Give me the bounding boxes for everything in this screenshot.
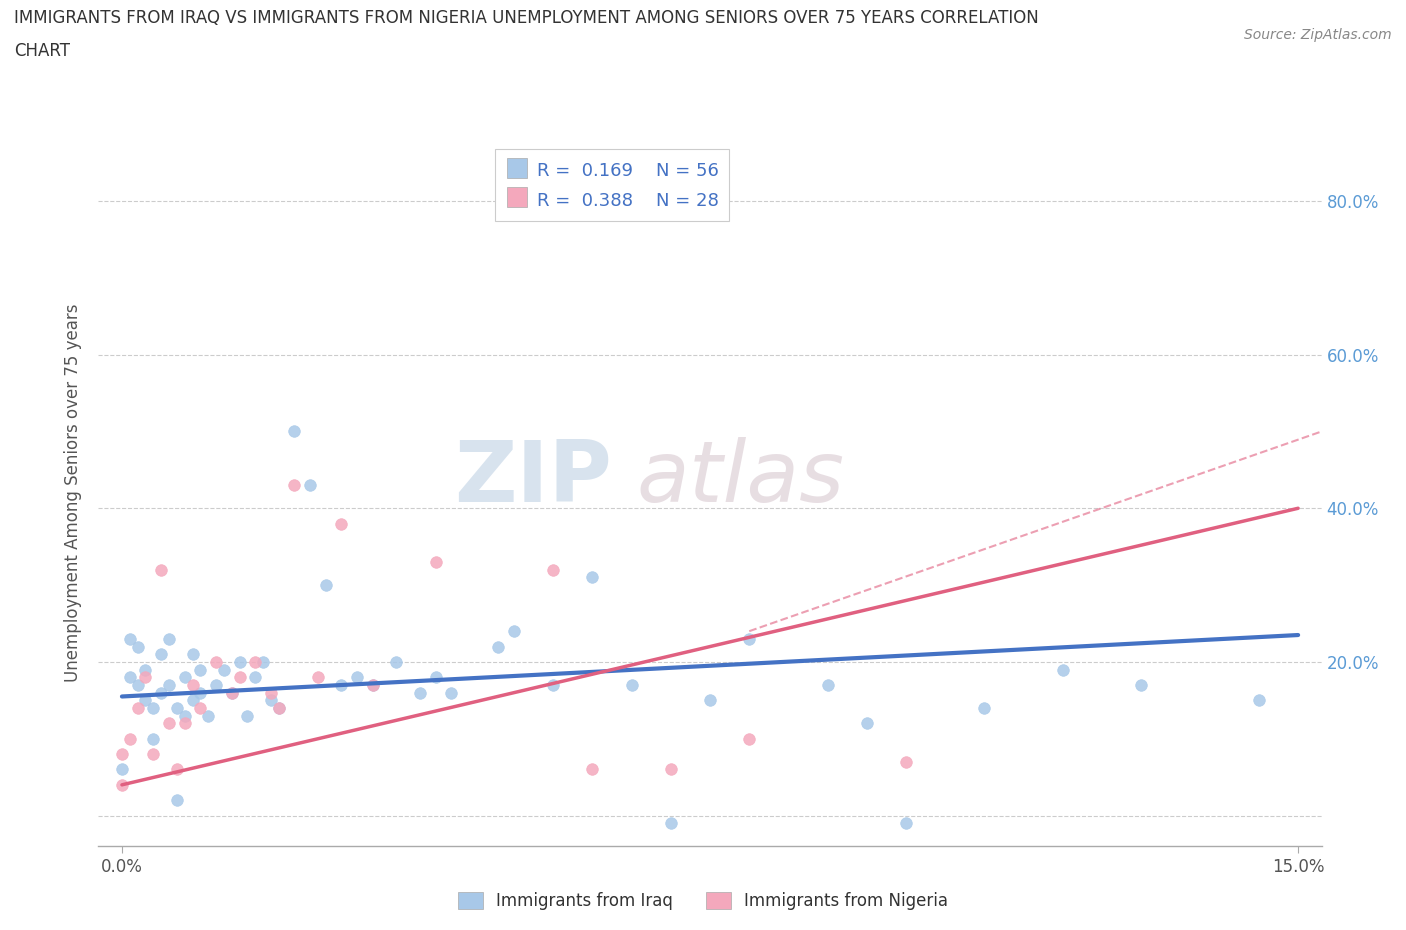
Point [361, 678, 384, 693]
Point [150, 563, 173, 578]
Point [188, 700, 212, 715]
Text: ZIP: ZIP [454, 437, 612, 520]
Point [260, 693, 283, 708]
Point [118, 670, 141, 684]
Point [228, 670, 250, 684]
Point [181, 693, 204, 708]
Point [409, 685, 432, 700]
Text: Source: ZipAtlas.com: Source: ZipAtlas.com [1244, 28, 1392, 42]
Point [440, 685, 463, 700]
Point [150, 646, 173, 661]
Point [330, 516, 353, 531]
Point [245, 655, 267, 670]
Point [267, 700, 290, 715]
Point [581, 762, 603, 777]
Point [188, 662, 212, 677]
Point [315, 578, 337, 592]
Point [486, 639, 509, 654]
Point [245, 670, 267, 684]
Point [173, 670, 195, 684]
Point [134, 693, 156, 708]
Point [346, 670, 368, 684]
Point [541, 563, 564, 578]
Text: CHART: CHART [14, 42, 70, 60]
Point [150, 685, 173, 700]
Point [134, 670, 156, 684]
Point [503, 624, 526, 639]
Point [260, 685, 283, 700]
Point [142, 731, 165, 746]
Point [127, 700, 149, 715]
Point [127, 678, 149, 693]
Point [221, 685, 243, 700]
Point [1052, 662, 1074, 677]
Point [541, 678, 564, 693]
Point [252, 655, 274, 670]
Point [173, 716, 195, 731]
Point [361, 678, 384, 693]
Point [188, 685, 212, 700]
Point [267, 700, 290, 715]
Point [299, 478, 322, 493]
Point [166, 792, 188, 807]
Point [197, 709, 219, 724]
Point [127, 639, 149, 654]
Point [699, 693, 721, 708]
Point [973, 700, 995, 715]
Y-axis label: Unemployment Among Seniors over 75 years: Unemployment Among Seniors over 75 years [65, 304, 83, 682]
Point [385, 655, 408, 670]
Point [212, 662, 235, 677]
Point [157, 716, 180, 731]
Point [118, 731, 141, 746]
Text: IMMIGRANTS FROM IRAQ VS IMMIGRANTS FROM NIGERIA UNEMPLOYMENT AMONG SENIORS OVER : IMMIGRANTS FROM IRAQ VS IMMIGRANTS FROM … [14, 9, 1039, 27]
Point [166, 700, 188, 715]
Point [221, 685, 243, 700]
Point [738, 631, 761, 646]
Point [142, 700, 165, 715]
Point [856, 716, 879, 731]
Point [157, 631, 180, 646]
Point [817, 678, 839, 693]
Point [118, 631, 141, 646]
Point [1130, 678, 1153, 693]
Legend: Immigrants from Iraq, Immigrants from Nigeria: Immigrants from Iraq, Immigrants from Ni… [451, 885, 955, 917]
Text: atlas: atlas [637, 437, 845, 520]
Point [330, 678, 353, 693]
Point [157, 678, 180, 693]
Point [425, 670, 447, 684]
Legend: R =  0.169    N = 56, R =  0.388    N = 28: R = 0.169 N = 56, R = 0.388 N = 28 [495, 149, 730, 221]
Point [181, 678, 204, 693]
Point [173, 709, 195, 724]
Point [659, 762, 682, 777]
Point [134, 662, 156, 677]
Point [166, 762, 188, 777]
Point [111, 747, 134, 762]
Point [205, 678, 228, 693]
Point [111, 777, 134, 792]
Point [236, 709, 259, 724]
Point [181, 646, 204, 661]
Point [205, 655, 228, 670]
Point [1247, 693, 1270, 708]
Point [111, 762, 134, 777]
Point [283, 478, 305, 493]
Point [142, 747, 165, 762]
Point [307, 670, 329, 684]
Point [620, 678, 643, 693]
Point [894, 754, 917, 769]
Point [894, 816, 917, 830]
Point [283, 424, 305, 439]
Point [581, 570, 603, 585]
Point [425, 554, 447, 569]
Point [228, 655, 250, 670]
Point [659, 816, 682, 830]
Point [738, 731, 761, 746]
